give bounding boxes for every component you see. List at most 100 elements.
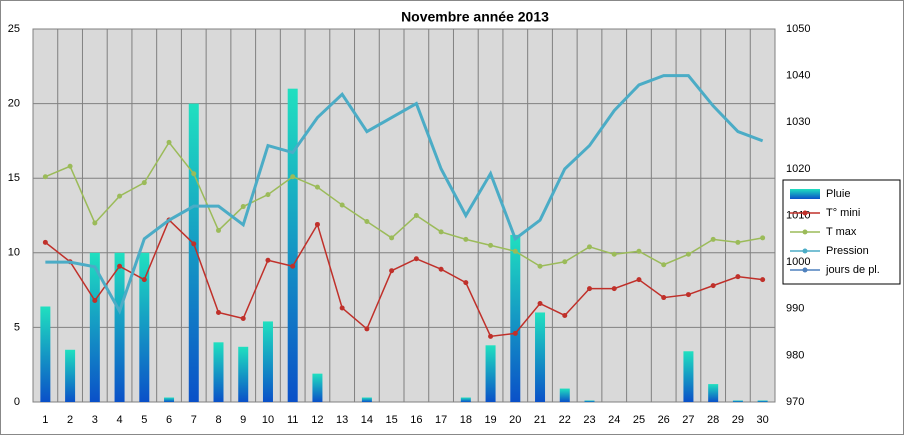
x-tick-label: 14: [361, 414, 373, 426]
chart-title: Novembre année 2013: [401, 9, 549, 25]
bar: [559, 388, 570, 402]
x-tick-label: 18: [460, 414, 472, 426]
bar: [238, 346, 249, 402]
x-tick-label: 21: [534, 414, 546, 426]
bar: [164, 397, 175, 402]
point: [463, 280, 469, 286]
y2-tick-label: 1010: [786, 209, 810, 221]
point: [636, 248, 642, 254]
point: [42, 239, 48, 245]
point: [67, 163, 73, 169]
bar: [89, 252, 100, 402]
point: [587, 244, 592, 250]
point: [265, 257, 271, 263]
point: [314, 221, 320, 227]
point: [438, 229, 444, 235]
point: [710, 236, 716, 242]
x-tick-label: 19: [484, 414, 496, 426]
x-tick-label: 8: [215, 414, 221, 426]
y2-tick-label: 1040: [786, 70, 810, 82]
point: [92, 298, 98, 304]
line: [45, 141, 763, 268]
line: [44, 218, 763, 338]
legend-label: Pluie: [826, 188, 850, 200]
bar: [584, 400, 595, 402]
point: [636, 277, 642, 283]
y-tick-label: 20: [8, 98, 20, 110]
x-tick-label: 4: [117, 414, 123, 426]
point: [117, 193, 123, 199]
point: [661, 295, 667, 301]
y2-tick-label: 970: [786, 396, 804, 408]
x-tick-label: 12: [311, 414, 323, 426]
point: [537, 301, 543, 307]
x-tick-label: 24: [608, 414, 620, 426]
bar: [460, 397, 471, 402]
point: [413, 256, 419, 262]
point: [413, 213, 419, 218]
point: [562, 312, 568, 318]
x-tick-label: 16: [410, 414, 422, 426]
legend-label: T° mini: [826, 207, 860, 219]
bar: [213, 342, 224, 402]
point: [587, 286, 592, 292]
bar: [40, 306, 51, 402]
legend-label: Pression: [826, 245, 869, 257]
point: [216, 227, 221, 233]
point: [265, 192, 271, 198]
x-tick-label: 15: [386, 414, 398, 426]
bar: [485, 345, 496, 402]
y2-tick-label: 1030: [786, 116, 810, 128]
point: [364, 326, 370, 332]
bar: [535, 312, 546, 402]
x-tick-label: 28: [707, 414, 719, 426]
x-tick-label: 13: [336, 414, 348, 426]
x-tick-label: 10: [262, 414, 274, 426]
x-tick-label: 9: [240, 414, 246, 426]
y-tick-label: 5: [14, 321, 20, 333]
point: [512, 330, 518, 336]
y-tick-label: 15: [8, 172, 20, 184]
legend-label: T max: [826, 226, 857, 238]
y-tick-label: 10: [8, 247, 20, 259]
bar: [139, 252, 150, 402]
x-tick-label: 29: [732, 414, 744, 426]
bar: [732, 400, 743, 402]
x-tick-label: 20: [509, 414, 521, 426]
y-tick-label: 25: [8, 23, 20, 35]
y2-tick-label: 990: [786, 303, 804, 315]
bar: [312, 373, 323, 402]
x-tick-label: 27: [682, 414, 694, 426]
legend-marker: [802, 229, 808, 235]
point: [339, 305, 345, 311]
bar: [708, 384, 719, 402]
point: [42, 174, 48, 180]
x-tick-label: 26: [658, 414, 670, 426]
point: [290, 263, 296, 269]
x-tick-label: 25: [633, 414, 645, 426]
point: [488, 333, 494, 339]
point: [92, 220, 98, 226]
legend-marker: [802, 267, 808, 273]
legend-swatch: [790, 189, 820, 199]
x-tick-label: 7: [191, 414, 197, 426]
point: [760, 277, 766, 283]
bar: [65, 349, 76, 402]
point: [512, 248, 518, 254]
x-tick-label: 11: [287, 414, 298, 426]
legend-label: jours de pl.: [825, 264, 880, 276]
point: [611, 286, 617, 292]
bar: [361, 397, 372, 402]
bar: [287, 88, 298, 403]
point: [463, 236, 469, 242]
point: [537, 263, 543, 269]
point: [216, 309, 221, 315]
x-tick-label: 6: [166, 414, 172, 426]
point: [364, 218, 370, 224]
x-tick-label: 23: [583, 414, 595, 426]
point: [240, 204, 246, 210]
point: [141, 277, 147, 283]
point: [438, 266, 444, 272]
bar: [188, 103, 199, 402]
